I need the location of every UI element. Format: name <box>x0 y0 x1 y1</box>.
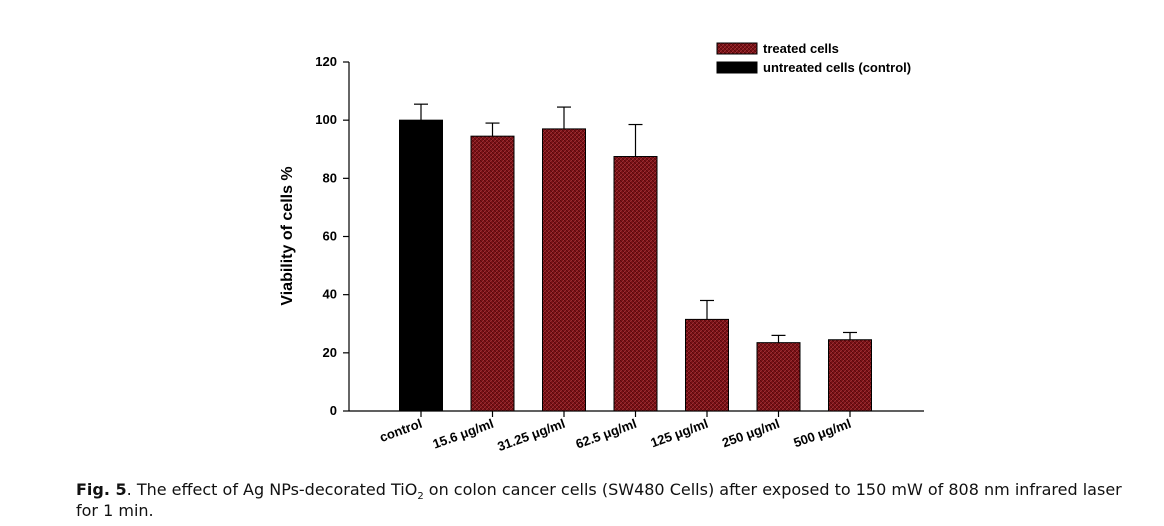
x-tick-label: 250 μg/ml <box>720 416 781 451</box>
y-tick-label: 80 <box>323 170 337 185</box>
legend-label: untreated cells (control) <box>763 60 911 75</box>
caption-text-end: on colon cancer cells (SW480 Cells) afte… <box>76 480 1122 520</box>
x-tick-label: 62.5 μg/ml <box>574 416 639 452</box>
figure-label: Fig. 5 <box>76 480 127 499</box>
y-tick-label: 100 <box>315 112 337 127</box>
y-axis-label: Viability of cells % <box>279 166 296 305</box>
y-tick-label: 40 <box>323 287 337 302</box>
y-tick-label: 0 <box>330 403 337 418</box>
caption-subscript: 2 <box>417 491 424 502</box>
legend-swatch <box>716 42 758 55</box>
x-tick-label: control <box>377 416 424 445</box>
bar <box>399 119 443 412</box>
figure-caption: Fig. 5. The effect of Ag NPs-decorated T… <box>76 479 1146 521</box>
y-tick-label: 120 <box>315 54 337 69</box>
bar <box>542 128 586 412</box>
y-tick-label: 60 <box>323 229 337 244</box>
legend-label: treated cells <box>763 41 839 56</box>
y-tick-label: 20 <box>323 345 337 360</box>
bar <box>685 318 729 412</box>
bar <box>756 342 801 412</box>
legend-swatch <box>716 61 758 74</box>
bar <box>470 135 515 412</box>
caption-text-start: . The effect of Ag NPs-decorated TiO <box>126 480 418 499</box>
x-tick-label: 500 μg/ml <box>792 416 853 451</box>
bar <box>828 339 872 412</box>
y-axis: 0 20 40 60 80 100 120 <box>315 54 350 418</box>
x-tick-label: 15.6 μg/ml <box>431 416 496 452</box>
bar-chart: 0 20 40 60 80 100 120 control 15.6 μg/ml 31.25 μ… <box>279 41 924 454</box>
x-tick-label: 125 μg/ml <box>649 416 710 451</box>
bar <box>613 156 658 412</box>
x-axis: control 15.6 μg/ml 31.25 μg/ml 62.5 μg/ml 12… <box>349 410 924 454</box>
x-tick-label: 31.25 μg/ml <box>495 416 567 454</box>
bars <box>399 103 872 412</box>
legend: treated cells untreated cells (control) <box>716 41 911 75</box>
